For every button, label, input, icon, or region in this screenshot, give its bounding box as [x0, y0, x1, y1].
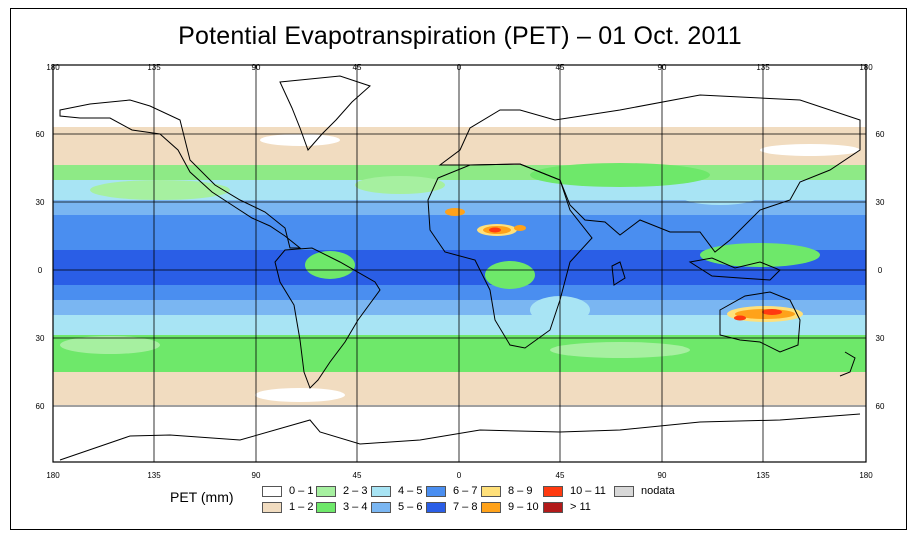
lon-tick-bottom: 0 [457, 471, 462, 480]
legend-swatch [543, 501, 563, 513]
lon-tick-top: 45 [556, 63, 565, 72]
lon-tick-top: 90 [658, 63, 667, 72]
legend-swatch [262, 501, 282, 513]
legend-item: 4 – 5 [371, 485, 422, 497]
legend-swatch [426, 485, 446, 497]
lon-tick-top: 135 [147, 63, 161, 72]
legend-swatch [426, 501, 446, 513]
lat-tick-right: 30 [876, 198, 885, 207]
legend-item-label: 1 – 2 [289, 501, 314, 513]
lon-tick-top: 90 [252, 63, 261, 72]
lat-ticks-left: 60 30 0 30 60 [36, 130, 45, 411]
eurasia-coastline [438, 94, 861, 253]
lat-tick-left: 60 [36, 130, 45, 139]
legend-swatch [481, 501, 501, 513]
legend-item-label: 5 – 6 [398, 501, 423, 513]
legend-item-label: 8 – 9 [508, 485, 533, 497]
lon-tick-bottom: 180 [46, 471, 60, 480]
antarctica-coastline [59, 413, 861, 461]
legend-item-label: 6 – 7 [453, 485, 478, 497]
lon-tick-bottom: 90 [252, 471, 261, 480]
lon-tick-bottom: 135 [756, 471, 770, 480]
legend-swatch [262, 485, 282, 497]
lat-tick-right: 60 [876, 130, 885, 139]
lon-tick-bottom: 45 [353, 471, 362, 480]
legend-item: 1 – 2 [262, 501, 313, 513]
lon-ticks-bottom: 180 135 90 45 0 45 90 135 180 [46, 471, 873, 480]
legend-item: > 11 [543, 501, 591, 513]
legend-swatch [371, 501, 391, 513]
legend-item-label: 10 – 11 [570, 485, 606, 497]
lat-tick-left: 0 [38, 266, 43, 275]
pet-field [53, 65, 866, 462]
legend-item-label: 2 – 3 [343, 485, 368, 497]
legend-item-label: > 11 [570, 501, 591, 513]
lat-tick-left: 60 [36, 402, 45, 411]
lon-tick-bottom: 45 [556, 471, 565, 480]
legend-item-label: 9 – 10 [508, 501, 539, 513]
legend-item-label: 3 – 4 [343, 501, 368, 513]
legend-title: PET (mm) [170, 489, 234, 505]
legend-swatch [481, 485, 501, 497]
coastlines [59, 75, 861, 461]
legend-item: 2 – 3 [316, 485, 367, 497]
lon-tick-bottom: 90 [658, 471, 667, 480]
greenland-coastline [279, 75, 371, 151]
lat-tick-right: 60 [876, 402, 885, 411]
new-zealand-coastline [839, 351, 856, 377]
legend-item: 9 – 10 [481, 501, 539, 513]
legend-swatch [543, 485, 563, 497]
lat-tick-left: 30 [36, 198, 45, 207]
lon-tick-bottom: 135 [147, 471, 161, 480]
legend-swatch [371, 485, 391, 497]
map-border [52, 64, 867, 463]
legend-item-label: 7 – 8 [453, 501, 478, 513]
map-title: Potential Evapotranspiration (PET) – 01 … [178, 22, 742, 50]
legend-swatch [316, 485, 336, 497]
legend-item: 10 – 11 [543, 485, 606, 497]
legend-item: 5 – 6 [371, 501, 422, 513]
legend-item: nodata [614, 485, 675, 497]
figure-frame [10, 8, 907, 530]
legend-item-label: nodata [641, 485, 675, 497]
lat-tick-right: 30 [876, 334, 885, 343]
madagascar-coastline [611, 261, 626, 286]
legend-item: 3 – 4 [316, 501, 367, 513]
south-america-coastline [274, 247, 381, 389]
legend-item-label: 0 – 1 [289, 485, 314, 497]
legend-item: 8 – 9 [481, 485, 532, 497]
lon-tick-top: 0 [457, 63, 462, 72]
north-america-coastline [59, 99, 302, 249]
lon-tick-top: 135 [756, 63, 770, 72]
legend-swatch [316, 501, 336, 513]
legend-item-label: 4 – 5 [398, 485, 423, 497]
legend-item: 6 – 7 [426, 485, 477, 497]
legend-item: 7 – 8 [426, 501, 477, 513]
lon-tick-top: 180 [859, 63, 873, 72]
lon-tick-top: 45 [353, 63, 362, 72]
lat-ticks-right: 60 30 0 30 60 [876, 130, 885, 411]
lat-tick-left: 30 [36, 334, 45, 343]
lon-tick-top: 180 [46, 63, 60, 72]
lon-ticks-top: 180 135 90 45 0 45 90 135 180 [46, 63, 873, 72]
lat-tick-right: 0 [878, 266, 883, 275]
legend-swatch [614, 485, 634, 497]
legend-item: 0 – 1 [262, 485, 313, 497]
lon-tick-bottom: 180 [859, 471, 873, 480]
